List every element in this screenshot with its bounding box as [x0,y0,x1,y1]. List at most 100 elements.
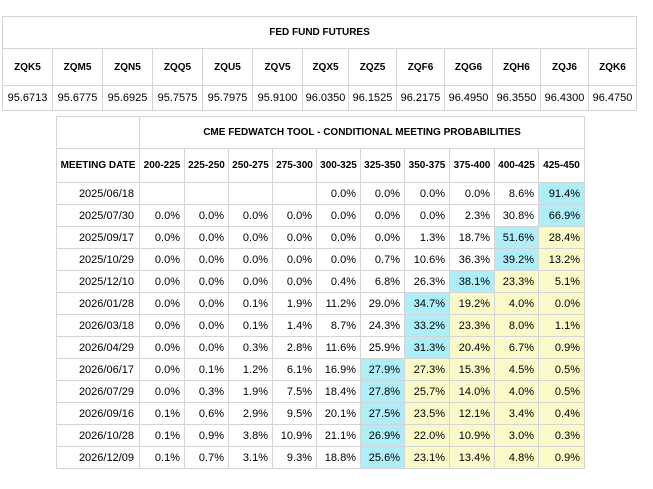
probability-cell: 0.0% [360,182,405,205]
probability-cell: 30.8% [494,204,539,227]
probability-cell: 16.9% [316,358,361,381]
probability-cell: 0.7% [184,446,229,469]
probability-cell: 0.0% [184,292,229,315]
probability-cell: 0.0% [139,380,185,403]
probability-cell: 1.9% [272,292,317,315]
probability-cell: 0.3% [228,336,273,359]
probability-cell: 51.6% [494,226,539,249]
probability-cell: 0.0% [139,204,185,227]
probability-cell: 0.0% [184,204,229,227]
probability-cell: 18.7% [449,226,495,249]
meeting-date: 2026/01/28 [56,292,140,315]
contract-price: 95.6775 [52,85,103,111]
probability-cell: 0.4% [316,270,361,293]
meeting-date: 2025/06/18 [56,182,140,205]
meeting-date: 2025/09/17 [56,226,140,249]
probability-cell: 0.9% [538,446,585,469]
table-row: 2026/03/18 0.0% 0.0% 0.1% 1.4% 8.7% 24.3% 33.2%… [56,314,585,337]
probability-cell: 0.1% [228,292,273,315]
probability-cell: 0.0% [449,182,495,205]
probability-cell: 0.0% [139,336,185,359]
probability-cell: 27.9% [360,358,405,381]
contract-price: 95.7975 [202,85,253,111]
probability-cell: 0.0% [272,226,317,249]
probability-cell: 6.1% [272,358,317,381]
table-row: 2025/07/30 0.0% 0.0% 0.0% 0.0% 0.0% 0.0% 0.0% 2.… [56,204,585,227]
contract-header: ZQX5 [302,48,349,86]
probability-cell: 0.0% [228,204,273,227]
contract-header: ZQG6 [444,48,493,86]
probability-cell: 6.7% [494,336,539,359]
probability-cell: 0.0% [184,336,229,359]
probability-cell: 0.5% [538,358,585,381]
probability-cell: 0.0% [272,270,317,293]
probability-cell: 1.9% [228,380,273,403]
probability-cell: 0.0% [316,204,361,227]
probability-cell: 0.0% [228,270,273,293]
probability-cell: 0.0% [316,248,361,271]
probability-cell: 2.3% [449,204,495,227]
probability-cell: 0.3% [184,380,229,403]
meeting-date: 2026/09/16 [56,402,140,425]
contract-header: ZQK6 [588,48,637,86]
probability-cell: 3.4% [494,402,539,425]
probability-cell: 0.1% [228,314,273,337]
probability-cell: 0.0% [228,226,273,249]
rate-range-header: 300-325 [316,148,361,183]
probability-cell: 2.9% [228,402,273,425]
probability-cell: 20.4% [449,336,495,359]
rate-range-header: 250-275 [228,148,273,183]
probability-cell: 27.5% [360,402,405,425]
probability-cell: 3.1% [228,446,273,469]
fed-fund-futures-table: FED FUND FUTURES ZQK5 ZQM5 ZQN5 ZQQ5 ZQU… [2,16,637,111]
contract-price: 96.1525 [348,85,397,111]
meeting-date: 2026/04/29 [56,336,140,359]
table-row: 2025/10/29 0.0% 0.0% 0.0% 0.0% 0.0% 0.7% 10.6% 3… [56,248,585,271]
probability-cell: 11.2% [316,292,361,315]
contract-header: ZQU5 [202,48,253,86]
probability-cell: 0.0% [272,248,317,271]
probability-cell [228,182,273,205]
probability-cell [184,182,229,205]
probability-cell: 0.0% [184,248,229,271]
rate-range-header: 200-225 [139,148,185,183]
contract-price: 95.9100 [252,85,303,111]
probability-cell: 0.0% [139,248,185,271]
probability-cell: 23.1% [404,446,450,469]
probability-cell: 12.1% [449,402,495,425]
probability-cell: 34.7% [404,292,450,315]
probability-cell: 13.2% [538,248,585,271]
probability-cell: 10.9% [449,424,495,447]
probability-cell: 22.0% [404,424,450,447]
probability-cell: 0.0% [316,182,361,205]
rate-range-header: 350-375 [404,148,450,183]
probability-cell: 33.2% [404,314,450,337]
probability-cell: 0.4% [538,402,585,425]
probability-cell: 25.9% [360,336,405,359]
probability-cell: 4.8% [494,446,539,469]
probability-cell: 0.9% [184,424,229,447]
table-row: 2026/10/28 0.1% 0.9% 3.8% 10.9% 21.1% 26.9% 22.… [56,424,585,447]
futures-title: FED FUND FUTURES [2,16,637,49]
probability-cell: 4.0% [494,292,539,315]
contract-header: ZQQ5 [152,48,203,86]
probability-cell: 27.8% [360,380,405,403]
table-row: 2025/09/17 0.0% 0.0% 0.0% 0.0% 0.0% 0.0% 1.3% 18… [56,226,585,249]
probability-cell: 9.5% [272,402,317,425]
contract-header: ZQF6 [396,48,445,86]
contract-price: 96.4950 [444,85,493,111]
probability-cell: 4.5% [494,358,539,381]
probability-cell: 0.0% [404,204,450,227]
probability-cell: 24.3% [360,314,405,337]
probability-cell: 0.0% [139,226,185,249]
probability-cell: 13.4% [449,446,495,469]
probability-cell: 36.3% [449,248,495,271]
futures-header-row: ZQK5 ZQM5 ZQN5 ZQQ5 ZQU5 ZQV5 ZQX5 ZQZ5 … [2,48,637,86]
contract-header: ZQH6 [492,48,541,86]
probability-cell: 10.6% [404,248,450,271]
contract-header: ZQK5 [2,48,53,86]
contract-header: ZQV5 [252,48,303,86]
probability-cell: 23.3% [449,314,495,337]
meeting-date: 2025/10/29 [56,248,140,271]
probability-cell: 0.0% [184,270,229,293]
